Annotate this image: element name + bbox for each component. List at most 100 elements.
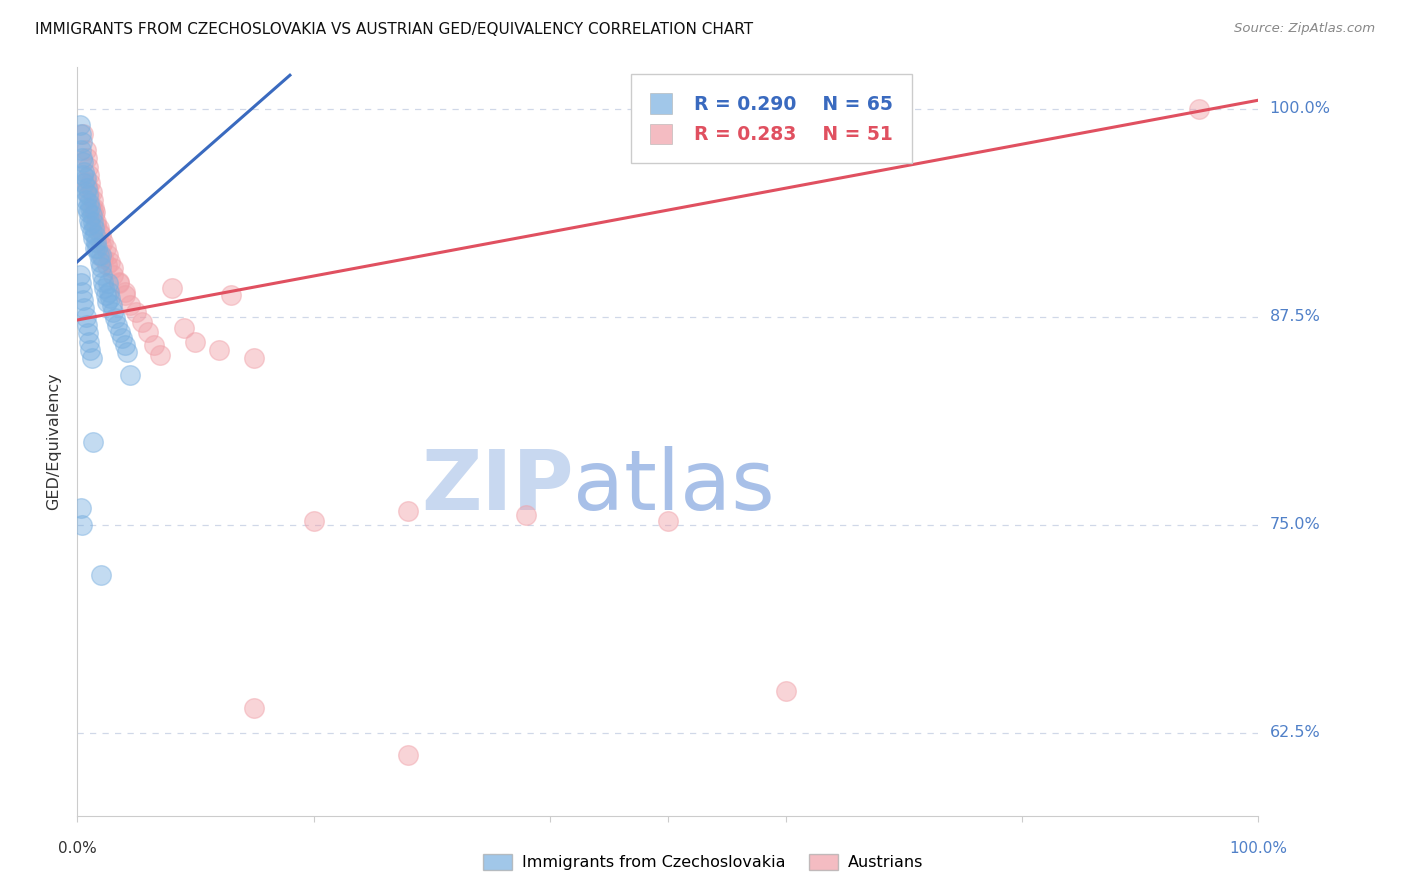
Point: [82, 215, 104, 229]
Point: [107, 318, 129, 332]
Point: [79, 202, 101, 216]
Point: [114, 285, 136, 299]
Point: [76, 181, 98, 195]
Point: [82, 434, 104, 449]
Point: [96, 294, 118, 309]
Point: [94, 288, 117, 302]
Point: [70, 277, 93, 291]
Point: [515, 508, 537, 522]
Point: [80, 202, 103, 216]
Point: [101, 268, 124, 282]
Point: [70, 127, 93, 141]
Point: [80, 208, 103, 222]
Point: [101, 261, 124, 276]
Point: [104, 311, 127, 326]
Point: [90, 260, 112, 274]
Point: [96, 258, 118, 272]
Point: [73, 165, 96, 179]
Point: [94, 241, 117, 255]
Point: [173, 321, 195, 335]
Legend: Immigrants from Czechoslovakia, Austrians: Immigrants from Czechoslovakia, Austrian…: [477, 847, 929, 877]
Point: [90, 567, 112, 582]
Text: 87.5%: 87.5%: [1270, 310, 1320, 324]
Point: [91, 252, 114, 266]
Point: [80, 185, 103, 199]
Point: [79, 218, 101, 232]
Point: [114, 288, 136, 302]
Point: [83, 221, 105, 235]
Point: [184, 334, 207, 349]
Text: 0.0%: 0.0%: [58, 841, 97, 856]
Text: 62.5%: 62.5%: [1270, 725, 1320, 740]
Point: [70, 501, 93, 516]
Point: [82, 193, 104, 207]
Point: [77, 160, 100, 174]
Point: [87, 221, 110, 235]
Point: [125, 304, 148, 318]
Point: [83, 208, 105, 222]
Point: [657, 515, 679, 529]
Text: IMMIGRANTS FROM CZECHOSLOVAKIA VS AUSTRIAN GED/EQUIVALENCY CORRELATION CHART: IMMIGRANTS FROM CZECHOSLOVAKIA VS AUSTRI…: [35, 22, 754, 37]
Point: [70, 135, 93, 149]
Point: [76, 202, 98, 216]
Point: [100, 254, 122, 268]
Point: [1188, 102, 1211, 116]
Point: [90, 228, 112, 243]
Point: [108, 325, 131, 339]
Point: [396, 747, 419, 762]
Point: [70, 152, 93, 166]
Point: [91, 268, 114, 282]
Point: [97, 248, 120, 262]
Point: [87, 248, 110, 262]
Point: [76, 318, 98, 332]
Point: [75, 310, 97, 324]
Point: [70, 285, 93, 299]
Point: [73, 177, 96, 191]
Text: 100.0%: 100.0%: [1229, 841, 1288, 856]
Point: [100, 298, 122, 312]
Point: [100, 291, 122, 305]
Point: [77, 334, 100, 349]
Point: [89, 254, 111, 268]
Point: [86, 241, 108, 255]
Point: [84, 235, 107, 249]
Point: [70, 143, 93, 157]
Point: [101, 304, 124, 318]
Point: [91, 235, 114, 249]
Point: [87, 225, 110, 239]
Point: [75, 185, 97, 199]
Point: [115, 344, 138, 359]
Text: Source: ZipAtlas.com: Source: ZipAtlas.com: [1234, 22, 1375, 36]
Point: [243, 701, 266, 715]
Point: [84, 204, 107, 219]
Point: [396, 504, 419, 518]
Point: [73, 301, 96, 316]
Point: [84, 218, 107, 232]
Point: [107, 277, 129, 291]
Point: [149, 348, 172, 362]
Point: [77, 181, 100, 195]
Point: [77, 188, 100, 202]
Point: [93, 281, 115, 295]
Point: [72, 293, 94, 307]
Point: [91, 275, 114, 289]
Point: [80, 351, 103, 366]
Point: [90, 248, 112, 262]
Point: [219, 288, 242, 302]
Point: [80, 225, 103, 239]
Text: atlas: atlas: [574, 446, 775, 527]
Point: [69, 268, 91, 282]
Text: ZIP: ZIP: [420, 446, 574, 527]
Point: [107, 275, 129, 289]
Point: [775, 684, 797, 698]
Point: [90, 238, 112, 252]
Point: [77, 188, 100, 202]
Point: [77, 168, 100, 182]
Point: [143, 338, 166, 352]
Text: 75.0%: 75.0%: [1270, 517, 1320, 533]
Point: [114, 338, 136, 352]
Point: [84, 228, 107, 243]
Point: [77, 213, 100, 227]
Point: [75, 175, 97, 189]
Point: [72, 127, 94, 141]
